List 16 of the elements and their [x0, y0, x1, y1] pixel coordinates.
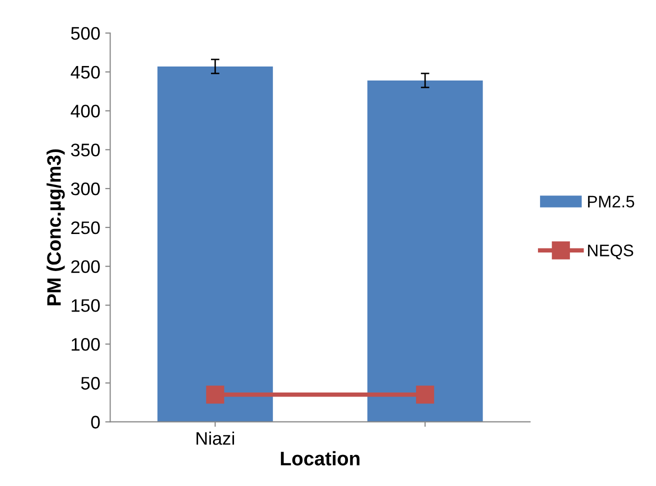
y-tick-label: 250 — [71, 221, 100, 234]
y-tick-label: 450 — [70, 66, 100, 79]
y-tick-label: 50 — [81, 376, 100, 390]
y-tick-label: 150 — [72, 299, 100, 312]
x-tick-label: Niazi — [196, 432, 234, 445]
y-tick-label: 200 — [71, 260, 100, 274]
y-tick-label: 300 — [71, 182, 100, 196]
x-axis-title: Location — [280, 451, 360, 466]
y-axis-title: PM (Conc.µg/m3) — [46, 149, 65, 306]
legend-label: PM2.5 — [588, 196, 634, 208]
y-tick-label: 500 — [71, 26, 100, 40]
y-tick-label: 400 — [70, 104, 100, 118]
legend-label: NEQS — [588, 244, 634, 260]
y-tick-label: 0 — [91, 416, 100, 429]
y-tick-label: 100 — [72, 338, 100, 351]
y-tick-label: 350 — [71, 144, 100, 156]
